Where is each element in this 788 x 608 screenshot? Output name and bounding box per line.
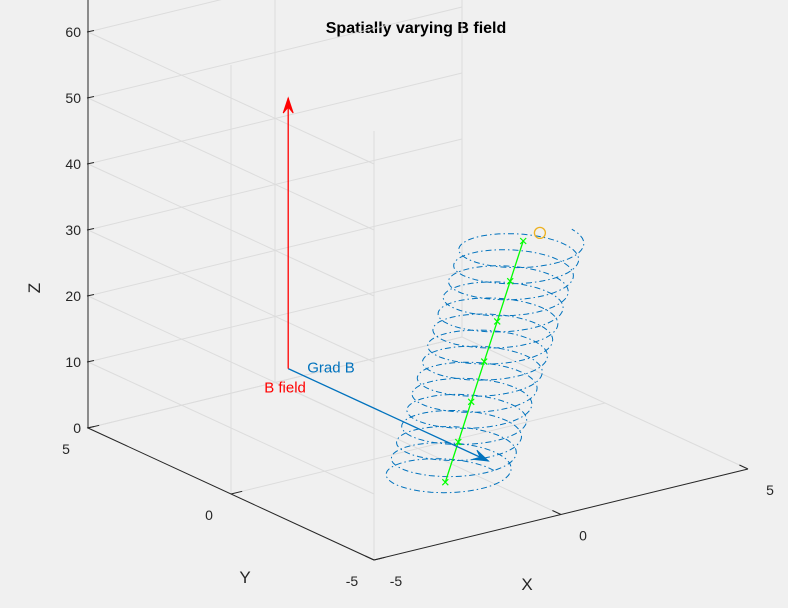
y-tick-label: -5: [346, 573, 359, 589]
z-tick-mark: [86, 426, 95, 429]
marker-stroke: [506, 277, 514, 285]
y-tick-mark: [230, 490, 243, 495]
grid-line: [87, 0, 222, 33]
z-tick-mark: [86, 294, 95, 297]
chart-title: Spatially varying B field: [326, 20, 507, 37]
y-axis-label: Y: [239, 568, 250, 587]
x-tick-label: 0: [579, 528, 587, 544]
b-field-label: B field: [264, 380, 306, 397]
grad-b-arrow-head: [472, 449, 490, 462]
marker-stroke: [454, 438, 462, 446]
grid-line: [230, 402, 606, 495]
guiding-center-marker: [467, 398, 475, 406]
z-tick-label: 30: [65, 222, 81, 238]
grad-b-arrow-shaft: [287, 368, 489, 462]
x-tick-mark: [365, 555, 375, 561]
y-tick-label: 5: [62, 441, 70, 457]
start-marker: [533, 226, 547, 240]
guiding-center-marker: [480, 358, 488, 366]
z-tick-mark: [86, 228, 95, 231]
z-tick-mark: [86, 30, 95, 33]
gyro-orbit-trajectory: [385, 228, 585, 494]
x-tick-mark: [552, 510, 562, 515]
marker-stroke: [467, 398, 475, 406]
marker-stroke: [493, 317, 501, 325]
axes: [86, 0, 749, 561]
x-tick-mark: [739, 464, 749, 470]
z-tick-label: 10: [65, 354, 81, 370]
z-tick-mark: [86, 96, 95, 99]
guiding-center-marker: [493, 317, 501, 325]
z-tick-label: 40: [65, 156, 81, 172]
grid-line: [87, 336, 463, 429]
z-tick-mark: [86, 360, 95, 363]
z-axis-label: Z: [25, 283, 44, 293]
b-field-arrow-head: [282, 96, 294, 114]
marker-stroke: [441, 478, 449, 486]
grad-b-label: Grad B: [307, 360, 355, 377]
b-field-arrow: [282, 96, 294, 369]
guiding-center-marker: [454, 438, 462, 446]
guiding-center-marker: [441, 478, 449, 486]
z-tick-label: 20: [65, 288, 81, 304]
y-tick-mark: [373, 556, 386, 561]
z-tick-label: 60: [65, 24, 81, 40]
marker-stroke: [519, 237, 527, 245]
x-axis-label: X: [521, 575, 532, 594]
grad-b-arrow: [287, 368, 490, 462]
z-tick-label: 0: [73, 420, 81, 436]
z-tick-label: 50: [65, 90, 81, 106]
grid-lines: [87, 0, 749, 561]
z-tick-mark: [86, 162, 95, 165]
guiding-center-marker: [506, 277, 514, 285]
guiding-center-marker: [519, 237, 527, 245]
x-tick-label: -5: [390, 573, 403, 589]
x-tick-label: 5: [766, 482, 774, 498]
marker-stroke: [480, 358, 488, 366]
y-tick-label: 0: [205, 507, 213, 523]
